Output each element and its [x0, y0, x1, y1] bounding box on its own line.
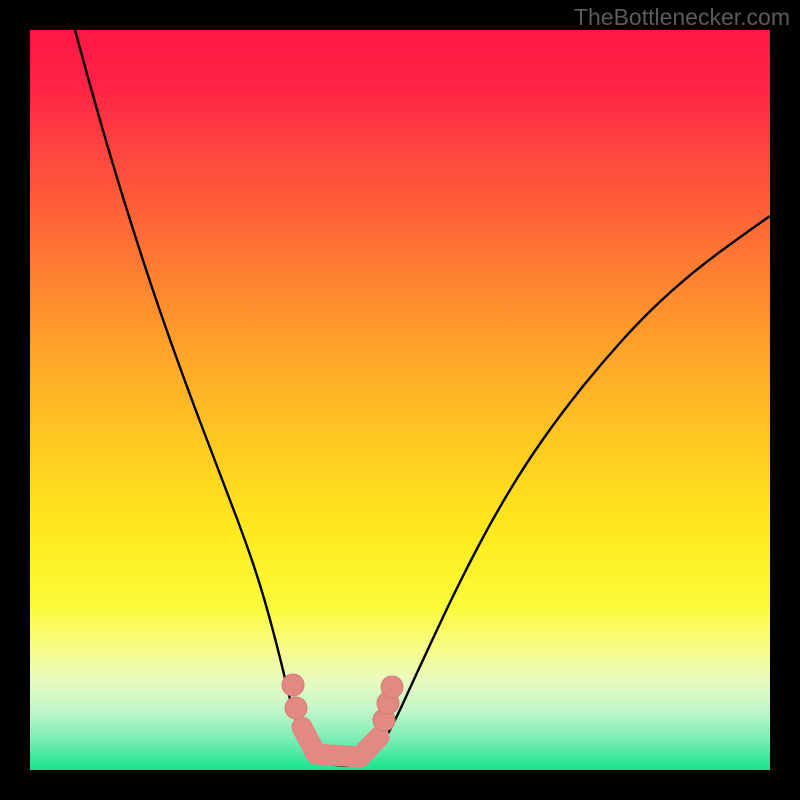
- highlight-dot: [381, 676, 403, 698]
- watermark-text: TheBottlenecker.com: [574, 4, 790, 31]
- highlight-segment: [360, 737, 379, 757]
- highlight-dot: [285, 697, 307, 719]
- gradient-background: [30, 30, 770, 770]
- chart-svg: [30, 30, 770, 770]
- plot-area: [30, 30, 770, 770]
- highlight-dot: [282, 674, 304, 696]
